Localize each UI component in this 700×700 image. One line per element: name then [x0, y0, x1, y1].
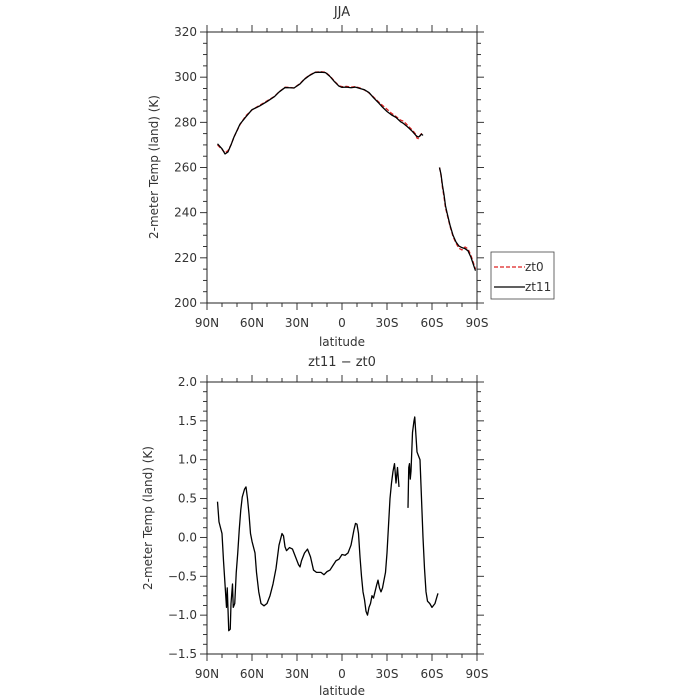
temperature-x-tick-label: 90S — [466, 316, 489, 330]
temperature-y-axis-label: 2-meter Temp (land) (K) — [147, 95, 161, 239]
difference-series-group — [216, 416, 439, 632]
temperature-y-tick-label: 260 — [174, 161, 197, 175]
difference-y-tick-label: −1.5 — [168, 647, 197, 661]
temperature-x-tick-label: 30N — [285, 316, 309, 330]
difference-series-difference-segment-0 — [216, 462, 400, 632]
temperature-plot-frame — [206, 31, 478, 304]
difference-x-tick-label: 60S — [421, 667, 444, 681]
temperature-series-zt0-segment-0 — [217, 71, 424, 154]
temperature-x-tick-label: 90N — [195, 316, 219, 330]
difference-plot-frame — [206, 381, 478, 655]
difference-y-tick-label: 0.5 — [178, 492, 197, 506]
difference-y-tick-label: 0.0 — [178, 530, 197, 544]
temperature-y-tick-label: 240 — [174, 206, 197, 220]
temperature-y-tick-label: 320 — [174, 25, 197, 39]
difference-x-tick-label: 30N — [285, 667, 309, 681]
temperature-axis-ticks: 200 220 240 260 280 300 320 90N 60N 30N 0 30S 60S 90S — [174, 25, 488, 330]
difference-y-tick-label: 1.5 — [178, 414, 197, 428]
temperature-y-tick-label: 280 — [174, 115, 197, 129]
temperature-x-tick-label: 0 — [338, 316, 346, 330]
temperature-y-tick-label: 200 — [174, 296, 197, 310]
legend-label-zt0: zt0 — [525, 260, 544, 274]
temperature-x-tick-label: 60S — [421, 316, 444, 330]
temperature-chart-title: JJA — [333, 5, 350, 20]
temperature-y-tick-label: 300 — [174, 70, 197, 84]
difference-axis-ticks: −1.5 −1.0 −0.5 0.0 0.5 1.0 1.5 2.0 90N 60N 30N 0 30S… — [168, 375, 489, 681]
difference-y-tick-label: 2.0 — [178, 375, 197, 389]
difference-chart-title: zt11 − zt0 — [308, 355, 376, 370]
temperature-x-tick-label: 60N — [240, 316, 264, 330]
difference-x-tick-label: 60N — [240, 667, 264, 681]
difference-x-tick-label: 30S — [376, 667, 399, 681]
difference-x-axis-label: latitude — [319, 684, 365, 698]
difference-series-difference-segment-1 — [407, 416, 439, 609]
difference-x-tick-label: 90N — [195, 667, 219, 681]
temperature-x-tick-label: 30S — [376, 316, 399, 330]
legend: zt0 zt11 — [490, 251, 555, 300]
temperature-panel: JJA 200 220 240 260 280 300 320 90N 60N 30N 0 30S 60… — [147, 5, 555, 349]
difference-panel: zt11 − zt0 −1.5 −1.0 −0.5 0.0 0.5 1.0 1.5 2.0 90… — [141, 355, 488, 698]
difference-y-tick-label: 1.0 — [178, 453, 197, 467]
difference-x-tick-label: 90S — [466, 667, 489, 681]
temperature-y-tick-label: 220 — [174, 251, 197, 265]
difference-y-tick-label: −1.0 — [168, 608, 197, 622]
difference-x-tick-label: 0 — [338, 667, 346, 681]
difference-y-axis-label: 2-meter Temp (land) (K) — [141, 446, 155, 590]
temperature-series-group — [217, 71, 477, 271]
temperature-series-zt11-segment-1 — [438, 167, 477, 271]
legend-label-zt11: zt11 — [525, 280, 551, 294]
temperature-series-zt11-segment-0 — [217, 71, 424, 155]
temperature-x-axis-label: latitude — [319, 335, 365, 349]
legend-box — [490, 251, 555, 300]
difference-y-tick-label: −0.5 — [168, 569, 197, 583]
